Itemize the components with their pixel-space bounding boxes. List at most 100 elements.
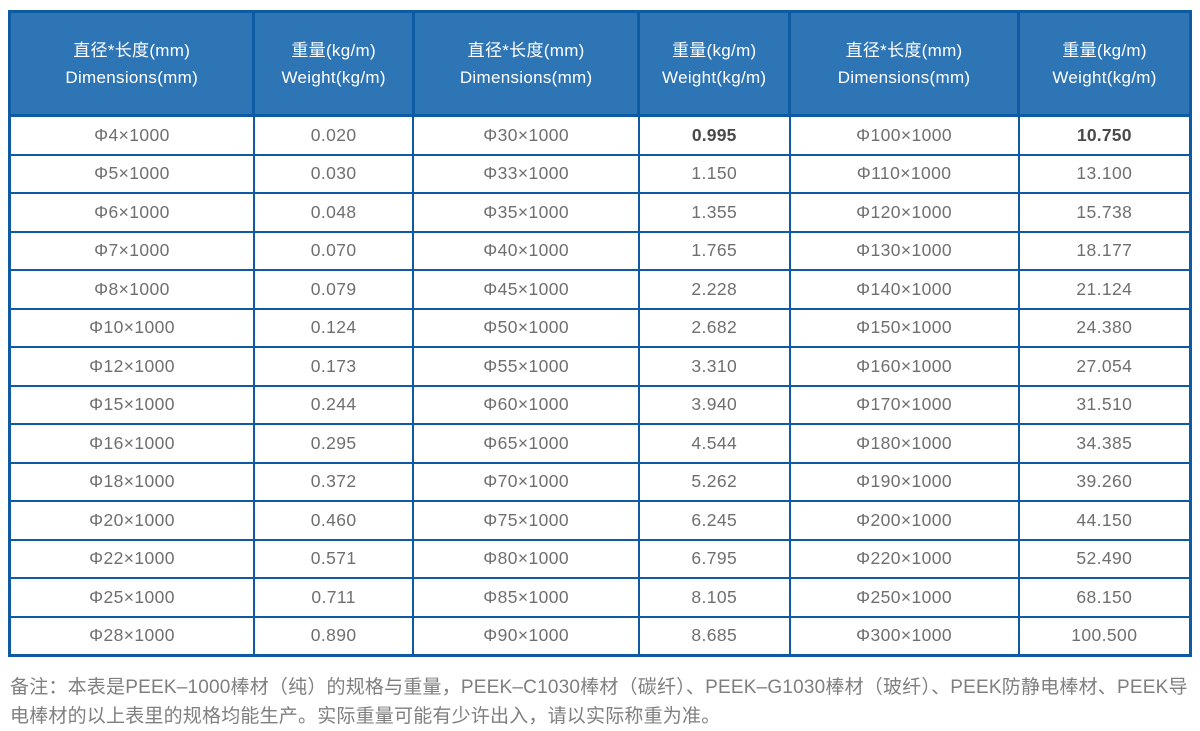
- header-label-zh: 重量(kg/m): [671, 40, 757, 60]
- weight-cell: 44.150: [1017, 500, 1192, 541]
- dimension-cell: Φ85×1000: [412, 577, 640, 618]
- weight-cell: 1.355: [637, 192, 791, 233]
- weight-cell: 0.048: [252, 192, 415, 233]
- dimension-cell: Φ50×1000: [412, 307, 640, 348]
- weight-cell: 0.995: [637, 114, 791, 156]
- dimension-cell: Φ90×1000: [412, 615, 640, 657]
- note-text: 备注：本表是PEEK–1000棒材（纯）的规格与重量，PEEK–C1030棒材（…: [10, 677, 1188, 727]
- dimension-cell: Φ33×1000: [412, 153, 640, 194]
- dimension-cell: Φ16×1000: [8, 423, 255, 464]
- header-cell-dimensions: 直径*长度(mm) Dimensions(mm): [411, 10, 641, 117]
- weight-cell: 6.795: [637, 538, 791, 579]
- dimension-cell: Φ110×1000: [788, 153, 1020, 194]
- dimension-cell: Φ6×1000: [8, 192, 255, 233]
- weight-cell: 10.750: [1017, 114, 1192, 156]
- weight-cell: 0.244: [252, 384, 415, 425]
- dimension-cell: Φ170×1000: [788, 384, 1020, 425]
- dimension-cell: Φ28×1000: [8, 615, 255, 657]
- dimension-cell: Φ160×1000: [788, 346, 1020, 387]
- weight-cell: 3.310: [637, 346, 791, 387]
- dimension-cell: Φ15×1000: [8, 384, 255, 425]
- weight-cell: 3.940: [637, 384, 791, 425]
- weight-cell: 0.020: [252, 114, 415, 156]
- dimension-cell: Φ7×1000: [8, 230, 255, 271]
- weight-cell: 18.177: [1017, 230, 1192, 271]
- weight-cell: 27.054: [1017, 346, 1192, 387]
- header-label-en: Dimensions(mm): [837, 67, 971, 87]
- weight-cell: 2.228: [637, 269, 791, 310]
- weight-cell: 8.105: [637, 577, 791, 618]
- weight-cell: 52.490: [1017, 538, 1192, 579]
- dimension-cell: Φ8×1000: [8, 269, 255, 310]
- dimension-cell: Φ25×1000: [8, 577, 255, 618]
- dimension-cell: Φ4×1000: [8, 114, 255, 156]
- dimension-cell: Φ70×1000: [412, 461, 640, 502]
- header-label-zh: 直径*长度(mm): [73, 40, 191, 60]
- weight-cell: 2.682: [637, 307, 791, 348]
- table-row: Φ25×1000 0.711 Φ85×1000 8.105 Φ250×1000 68.15…: [8, 577, 1192, 618]
- dimension-cell: Φ190×1000: [788, 461, 1020, 502]
- weight-cell: 0.079: [252, 269, 415, 310]
- weight-cell: 0.173: [252, 346, 415, 387]
- header-label-en: Weight(kg/m): [662, 67, 767, 87]
- weight-cell: 21.124: [1017, 269, 1192, 310]
- dimension-cell: Φ200×1000: [788, 500, 1020, 541]
- table-row: Φ20×1000 0.460 Φ75×1000 6.245 Φ200×1000 44.15…: [8, 500, 1192, 541]
- dimension-cell: Φ220×1000: [788, 538, 1020, 579]
- weight-cell: 0.890: [252, 615, 415, 657]
- table-row: Φ4×1000 0.020 Φ30×1000 0.995 Φ100×1000 10.750: [8, 114, 1192, 156]
- header-label-zh: 重量(kg/m): [1062, 40, 1147, 60]
- header-cell-weight: 重量(kg/m) Weight(kg/m): [637, 10, 791, 117]
- header-label-zh: 直径*长度(mm): [845, 40, 963, 60]
- dimension-cell: Φ150×1000: [788, 307, 1020, 348]
- header-label-en: Weight(kg/m): [281, 67, 386, 87]
- header-cell-dimensions: 直径*长度(mm) Dimensions(mm): [7, 10, 256, 117]
- dimension-cell: Φ300×1000: [788, 615, 1020, 657]
- weight-cell: 31.510: [1017, 384, 1192, 425]
- dimension-cell: Φ45×1000: [412, 269, 640, 310]
- header-row: 直径*长度(mm) Dimensions(mm) 重量(kg/m) Weight(kg…: [7, 10, 1192, 117]
- weight-cell: 13.100: [1017, 153, 1192, 194]
- dimension-cell: Φ180×1000: [788, 423, 1020, 464]
- header-label-en: Dimensions(mm): [459, 67, 593, 87]
- dimension-cell: Φ250×1000: [788, 577, 1020, 618]
- weight-cell: 0.711: [252, 577, 415, 618]
- header-cell-dimensions: 直径*长度(mm) Dimensions(mm): [787, 10, 1021, 117]
- table-row: Φ10×1000 0.124 Φ50×1000 2.682 Φ150×1000 24.38…: [8, 307, 1192, 348]
- spec-table-body: Φ4×1000 0.020 Φ30×1000 0.995 Φ100×1000 10.750…: [8, 114, 1192, 657]
- table-row: Φ28×1000 0.890 Φ90×1000 8.685 Φ300×1000 100.5…: [8, 615, 1192, 657]
- dimension-cell: Φ10×1000: [8, 307, 255, 348]
- header-label-zh: 直径*长度(mm): [467, 40, 585, 60]
- header-label-en: Weight(kg/m): [1052, 67, 1157, 87]
- weight-cell: 24.380: [1017, 307, 1192, 348]
- weight-cell: 6.245: [637, 500, 791, 541]
- table-row: Φ6×1000 0.048 Φ35×1000 1.355 Φ120×1000 15.738: [8, 192, 1192, 233]
- table-row: Φ18×1000 0.372 Φ70×1000 5.262 Φ190×1000 39.26…: [8, 461, 1192, 502]
- dimension-cell: Φ80×1000: [412, 538, 640, 579]
- header-cell-weight: 重量(kg/m) Weight(kg/m): [252, 10, 415, 117]
- spec-table: 直径*长度(mm) Dimensions(mm) 重量(kg/m) Weight(kg…: [7, 10, 1192, 657]
- header-cell-weight: 重量(kg/m) Weight(kg/m): [1017, 10, 1192, 117]
- dimension-cell: Φ35×1000: [412, 192, 640, 233]
- table-row: Φ8×1000 0.079 Φ45×1000 2.228 Φ140×1000 21.124: [8, 269, 1192, 310]
- weight-cell: 39.260: [1017, 461, 1192, 502]
- weight-cell: 68.150: [1017, 577, 1192, 618]
- weight-cell: 8.685: [637, 615, 791, 657]
- dimension-cell: Φ120×1000: [788, 192, 1020, 233]
- header-label-zh: 重量(kg/m): [291, 40, 376, 60]
- dimension-cell: Φ60×1000: [412, 384, 640, 425]
- dimension-cell: Φ65×1000: [412, 423, 640, 464]
- weight-cell: 0.460: [252, 500, 415, 541]
- dimension-cell: Φ12×1000: [8, 346, 255, 387]
- weight-cell: 0.571: [252, 538, 415, 579]
- dimension-cell: Φ40×1000: [412, 230, 640, 271]
- table-row: Φ16×1000 0.295 Φ65×1000 4.544 Φ180×1000 34.38…: [8, 423, 1192, 464]
- weight-cell: 100.500: [1017, 615, 1192, 657]
- table-row: Φ22×1000 0.571 Φ80×1000 6.795 Φ220×1000 52.49…: [8, 538, 1192, 579]
- dimension-cell: Φ30×1000: [412, 114, 640, 156]
- dimension-cell: Φ130×1000: [788, 230, 1020, 271]
- dimension-cell: Φ22×1000: [8, 538, 255, 579]
- weight-cell: 0.030: [252, 153, 415, 194]
- weight-cell: 0.070: [252, 230, 415, 271]
